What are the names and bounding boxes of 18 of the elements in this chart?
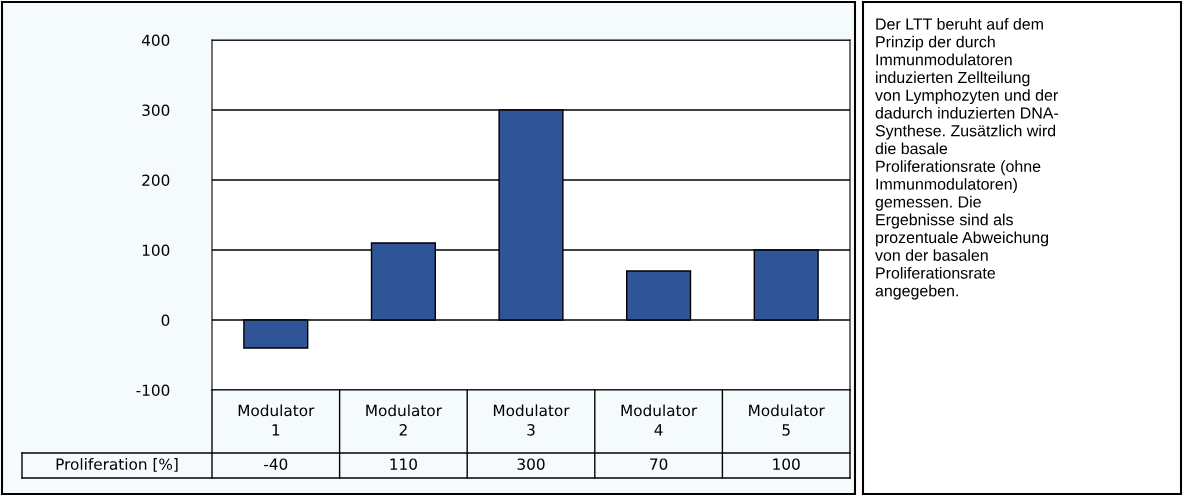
y-tick-label: 100 <box>142 244 170 257</box>
x-tick-label: Modulator 5 <box>749 404 825 436</box>
data-label: 70 <box>650 458 668 470</box>
legend-label: Proliferation [%] <box>56 458 178 472</box>
y-tick-label: 0 <box>161 314 170 327</box>
x-tick-label: Modulator 1 <box>238 404 315 436</box>
y-tick-label: 400 <box>141 34 170 47</box>
text: Der LTT beruht auf dem Prinzip der durch Immunmodulatoren induzierten Zellteilung von Lymphozyten und der dadurch induzierten DNA- Synthese. Zusätzlich wird die basale Proliferationsrate (ohne Immunmodulatoren) gemessen. Die Ergebnisse sind als prozentuale Abweichung von der basalen Proliferationsrate angegeben. <box>875 18 1059 300</box>
data-label: 100 <box>773 458 800 470</box>
data-label: 300 <box>517 458 545 470</box>
y-tick-label: -100 <box>136 384 170 397</box>
data-label: -40 <box>264 458 288 470</box>
x-tick-label: Modulator 2 <box>366 404 442 436</box>
y-tick-label: 300 <box>142 104 170 117</box>
x-tick-label: Modulator 3 <box>493 404 570 436</box>
x-tick-label: Modulator 4 <box>621 404 698 436</box>
y-tick-label: 200 <box>142 174 170 187</box>
data-label: 110 <box>390 458 417 470</box>
